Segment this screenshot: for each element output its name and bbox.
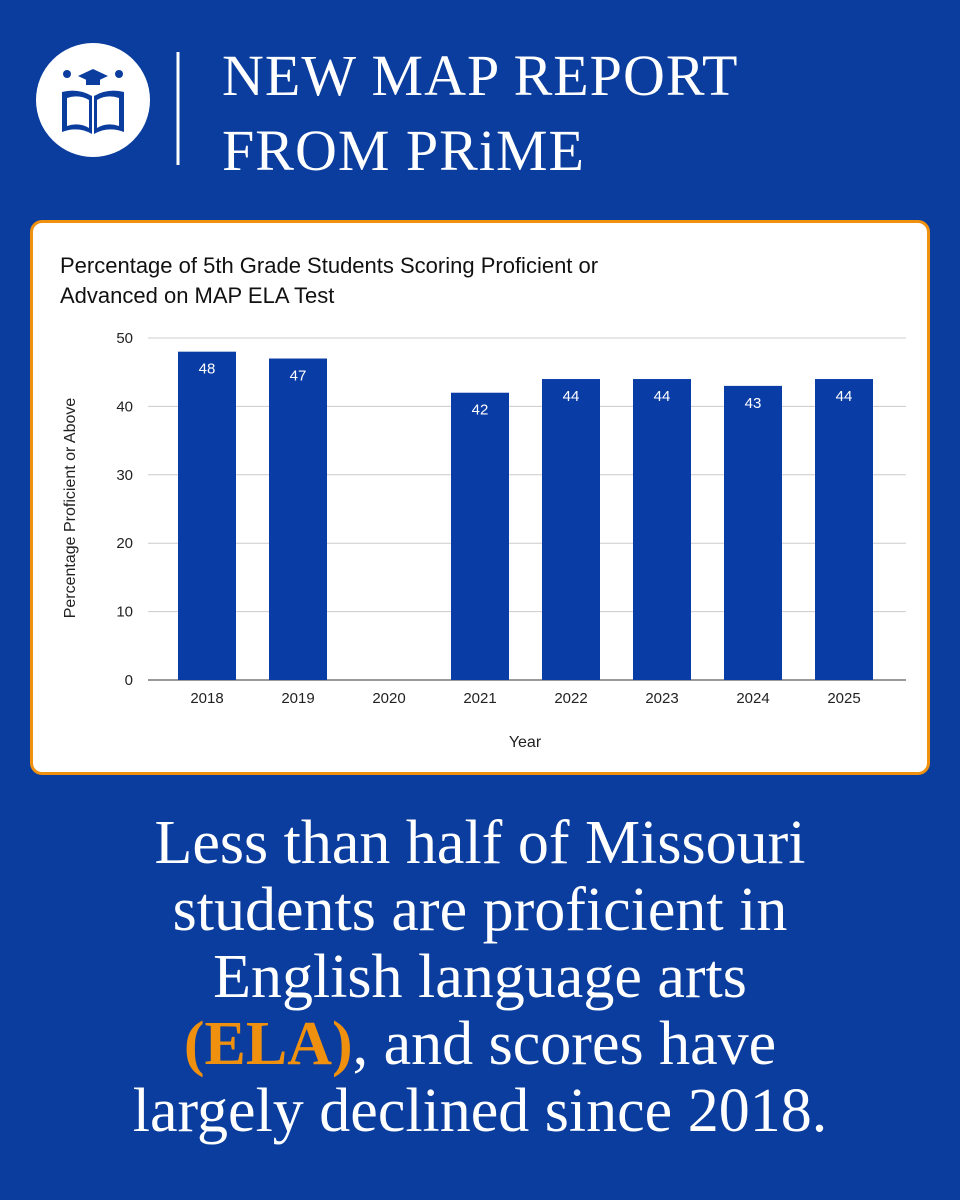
bar [724, 385, 782, 680]
x-tick-label: 2019 [281, 690, 314, 707]
caption-text: students are proficient in [172, 876, 788, 944]
x-tick-label: 2025 [827, 690, 860, 707]
y-tick-label: 10 [116, 604, 133, 621]
bar [178, 351, 236, 680]
chart-card: Percentage of 5th Grade Students Scoring… [30, 220, 930, 775]
header-title: FROM PRiME [222, 118, 585, 183]
x-tick-label: 2018 [190, 690, 223, 707]
data-label: 48 [199, 361, 216, 378]
caption-line: English language arts [0, 944, 960, 1011]
data-label: 44 [836, 388, 853, 405]
chart-title: Advanced on MAP ELA Test [60, 283, 334, 308]
data-label: 43 [745, 395, 762, 412]
logo [36, 43, 180, 165]
x-tick-label: 2020 [372, 690, 405, 707]
y-tick-label: 40 [116, 398, 133, 415]
x-tick-label: 2022 [554, 690, 587, 707]
bar [451, 392, 509, 680]
caption-line: largely declined since 2018. [0, 1078, 960, 1145]
caption-text: Less than half of Missouri [154, 809, 806, 877]
chart: Percentage of 5th Grade Students Scoring… [60, 253, 906, 751]
y-tick-label: 0 [125, 672, 133, 689]
x-tick-label: 2024 [736, 690, 769, 707]
x-axis-label: Year [509, 734, 542, 751]
caption-highlight: (ELA) [183, 1010, 353, 1078]
caption-text: English language arts [213, 943, 747, 1011]
y-tick-label: 30 [116, 467, 133, 484]
caption-text: largely declined since 2018. [132, 1077, 828, 1145]
data-label: 47 [290, 368, 307, 385]
caption-text: , and scores have [352, 1010, 777, 1078]
y-axis-label: Percentage Proficient or Above [62, 398, 79, 619]
chart-title: Percentage of 5th Grade Students Scoring… [60, 253, 598, 278]
bar [633, 379, 691, 680]
data-label: 44 [563, 388, 580, 405]
data-label: 44 [654, 388, 671, 405]
y-tick-label: 20 [116, 535, 133, 552]
x-tick-label: 2021 [463, 690, 496, 707]
bar [269, 358, 327, 680]
caption-line: (ELA), and scores have [0, 1011, 960, 1078]
caption: Less than half of Missouri students are p… [0, 810, 960, 1145]
bar [815, 379, 873, 680]
caption-line: Less than half of Missouri [0, 810, 960, 877]
data-label: 42 [472, 402, 489, 419]
header-title: NEW MAP REPORT [222, 43, 739, 108]
caption-line: students are proficient in [0, 877, 960, 944]
bar [542, 379, 600, 680]
y-tick-label: 50 [116, 330, 133, 347]
x-tick-label: 2023 [645, 690, 678, 707]
